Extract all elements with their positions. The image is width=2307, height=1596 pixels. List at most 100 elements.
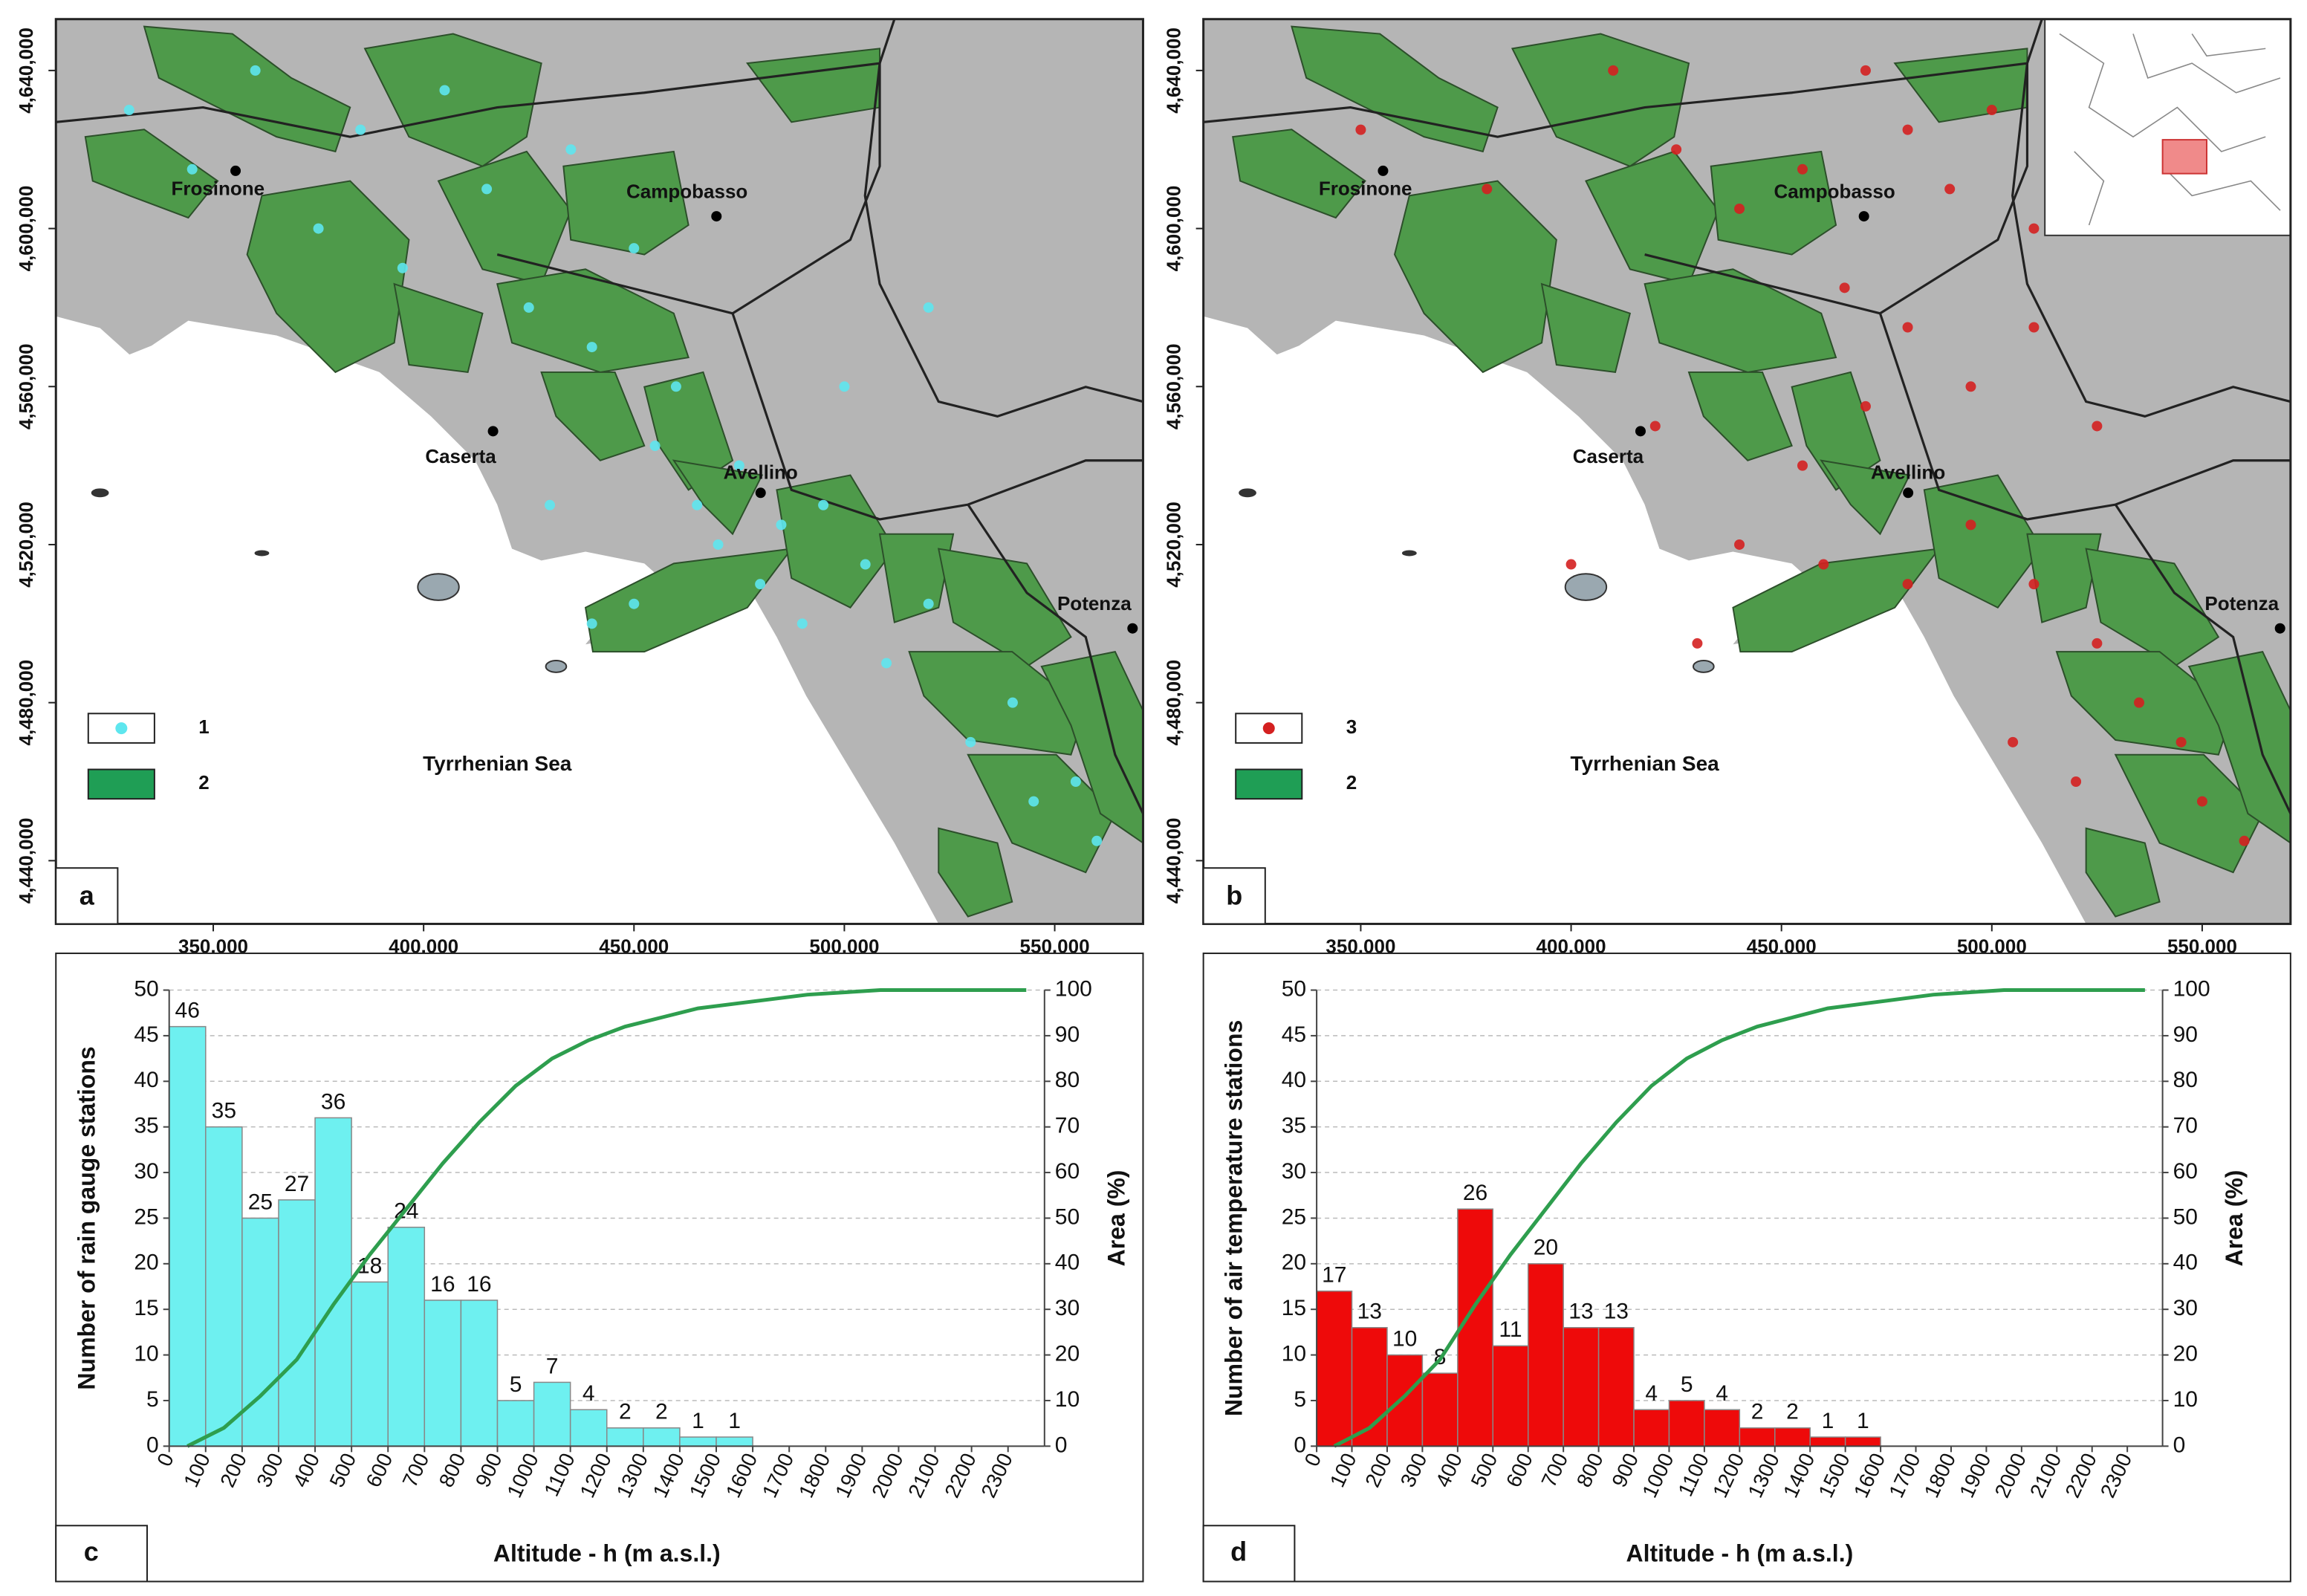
- data-label: 4: [1716, 1381, 1728, 1406]
- data-label: 13: [1604, 1300, 1629, 1324]
- station: [2071, 776, 2082, 788]
- y2-tick-label: 40: [1055, 1250, 1080, 1275]
- inset-map: [2044, 18, 2291, 236]
- bar: [1704, 1409, 1741, 1447]
- station: [1986, 105, 1997, 116]
- area-curve: [1333, 988, 2145, 1448]
- station: [186, 163, 198, 175]
- bar: [1844, 1436, 1881, 1447]
- station: [818, 499, 829, 510]
- y-tick-label: 4,480,000: [1163, 660, 1185, 746]
- y-tick-label: 30: [134, 1159, 158, 1184]
- station: [545, 499, 556, 510]
- city-dot: [711, 211, 722, 222]
- y-tick-label: 4,560,000: [15, 343, 37, 429]
- y2-tick-label: 0: [2173, 1433, 2186, 1457]
- bar: [460, 1300, 499, 1447]
- data-label: 17: [1322, 1263, 1346, 1288]
- x-axis-label: Altitude - h (m a.s.l.): [1626, 1540, 1853, 1566]
- station: [1692, 638, 1703, 649]
- data-label: 16: [430, 1272, 455, 1297]
- station: [1028, 796, 1039, 807]
- bar: [679, 1436, 717, 1447]
- y-tick-label: 40: [134, 1068, 158, 1092]
- station: [965, 736, 976, 747]
- data-label: 4: [1645, 1381, 1658, 1406]
- legend-label: 2: [198, 771, 209, 794]
- city-label: Potenza: [2204, 592, 2279, 614]
- station: [1860, 400, 1871, 412]
- city-dot: [487, 426, 499, 437]
- panel-letter-box: [55, 1525, 148, 1583]
- y2-axis-label: Area (%): [2221, 1170, 2248, 1267]
- map-frame: [1202, 18, 2292, 925]
- y-axis-label: Number of air temperature stations: [1221, 1020, 1247, 1416]
- y-tick-label: 50: [1282, 976, 1306, 1001]
- y-tick-label: 35: [1282, 1114, 1306, 1138]
- city-dot: [2274, 623, 2285, 634]
- station: [629, 243, 640, 254]
- station: [692, 499, 703, 510]
- y2-tick-label: 60: [2173, 1159, 2198, 1184]
- station: [713, 539, 724, 550]
- y2-tick-label: 80: [1055, 1068, 1080, 1092]
- city-label: Avellino: [1871, 461, 1945, 483]
- y-tick-label: 35: [134, 1114, 158, 1138]
- city-label: Frosinone: [171, 178, 265, 200]
- data-label: 7: [546, 1354, 559, 1378]
- station: [796, 618, 808, 629]
- city-label: Campobasso: [1774, 180, 1895, 202]
- data-label: 20: [1534, 1236, 1558, 1260]
- station: [1797, 163, 1808, 175]
- data-label: 4: [583, 1381, 595, 1406]
- city-dot: [1903, 487, 1914, 499]
- panel-frame: [1202, 953, 2291, 1583]
- station: [1482, 184, 1493, 195]
- y2-tick-label: 50: [2173, 1204, 2198, 1229]
- city-label: Caserta: [1573, 445, 1644, 467]
- bar: [1739, 1427, 1776, 1447]
- station: [923, 302, 934, 313]
- data-label: 2: [1751, 1400, 1764, 1424]
- station: [1902, 124, 1913, 135]
- y-tick-label: 25: [1282, 1204, 1306, 1229]
- station: [2028, 322, 2040, 333]
- y2-tick-label: 50: [1055, 1204, 1080, 1229]
- legend-swatch: [115, 722, 128, 735]
- station: [2134, 697, 2145, 708]
- bar: [606, 1427, 644, 1447]
- station: [1839, 282, 1850, 293]
- y-tick-label: 5: [1294, 1387, 1306, 1412]
- city-label: Potenza: [1057, 592, 1132, 614]
- data-label: 10: [1392, 1327, 1417, 1352]
- data-label: 2: [1786, 1400, 1799, 1424]
- y-tick-label: 5: [146, 1387, 159, 1412]
- y-tick-label: 30: [1282, 1159, 1306, 1184]
- data-label: 13: [1568, 1300, 1593, 1324]
- bar: [387, 1226, 426, 1447]
- y-tick-label: 45: [134, 1022, 158, 1047]
- sea-label: Tyrrhenian Sea: [423, 752, 572, 775]
- panel-letter: a: [80, 880, 95, 910]
- station: [2028, 223, 2040, 234]
- data-label: 16: [467, 1272, 491, 1297]
- station: [586, 342, 597, 353]
- inset-area: [2161, 139, 2207, 175]
- data-label: 1: [728, 1409, 741, 1433]
- station: [2008, 736, 2019, 747]
- city-label: Frosinone: [1319, 178, 1412, 200]
- station: [2196, 796, 2207, 807]
- data-label: 1: [692, 1409, 704, 1433]
- y-tick-label: 4,640,000: [1163, 27, 1185, 114]
- station: [586, 618, 597, 629]
- data-label: 36: [321, 1089, 345, 1114]
- panel-letter: c: [84, 1536, 99, 1566]
- legend-label: 3: [1346, 716, 1357, 738]
- city-dot: [1127, 623, 1138, 634]
- station: [1902, 579, 1913, 590]
- data-label: 1: [1857, 1409, 1869, 1433]
- y-tick-label: 0: [146, 1433, 159, 1457]
- y2-tick-label: 30: [2173, 1296, 2198, 1320]
- data-label: 25: [248, 1190, 273, 1214]
- station: [1355, 124, 1366, 135]
